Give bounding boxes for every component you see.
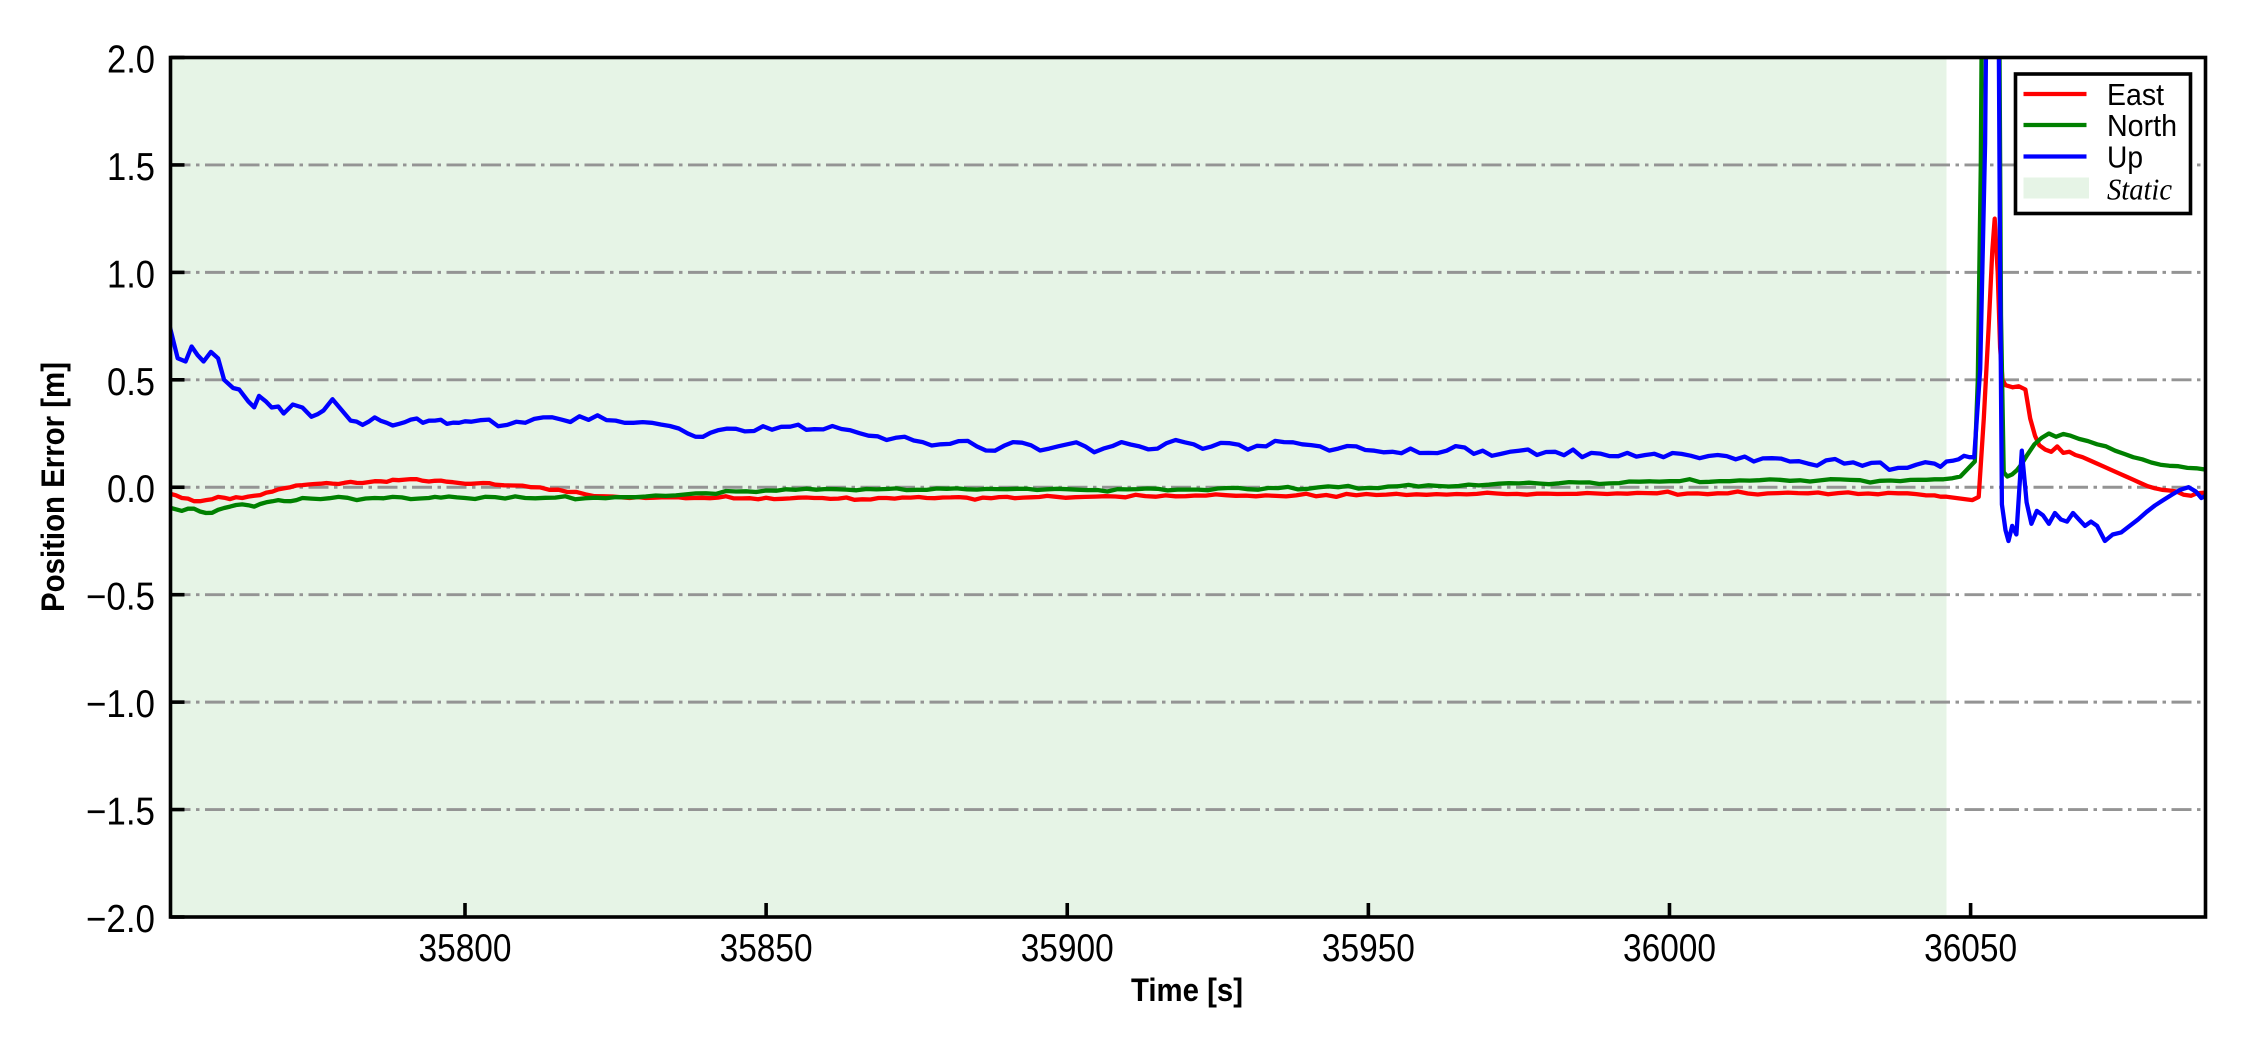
svg-text:−2.0: −2.0: [86, 898, 155, 941]
svg-text:−1.0: −1.0: [86, 683, 155, 726]
svg-text:35850: 35850: [720, 927, 813, 970]
svg-text:North: North: [2107, 109, 2177, 143]
svg-text:1.5: 1.5: [107, 146, 155, 189]
svg-text:Time [s]: Time [s]: [1131, 972, 1243, 1008]
svg-text:−0.5: −0.5: [86, 576, 155, 619]
svg-text:35800: 35800: [419, 927, 512, 970]
svg-text:0.5: 0.5: [107, 361, 155, 404]
svg-text:1.0: 1.0: [107, 253, 155, 296]
svg-text:36000: 36000: [1623, 927, 1716, 970]
svg-text:Up: Up: [2107, 141, 2143, 175]
svg-text:Position Error [m]: Position Error [m]: [35, 362, 71, 612]
svg-text:Static: Static: [2107, 172, 2172, 207]
svg-text:East: East: [2107, 78, 2164, 112]
svg-text:−1.5: −1.5: [86, 791, 155, 834]
svg-text:35900: 35900: [1021, 927, 1114, 970]
svg-text:2.0: 2.0: [107, 39, 155, 82]
svg-text:36050: 36050: [1924, 927, 2017, 970]
svg-text:0.0: 0.0: [107, 468, 155, 511]
svg-text:35950: 35950: [1322, 927, 1415, 970]
